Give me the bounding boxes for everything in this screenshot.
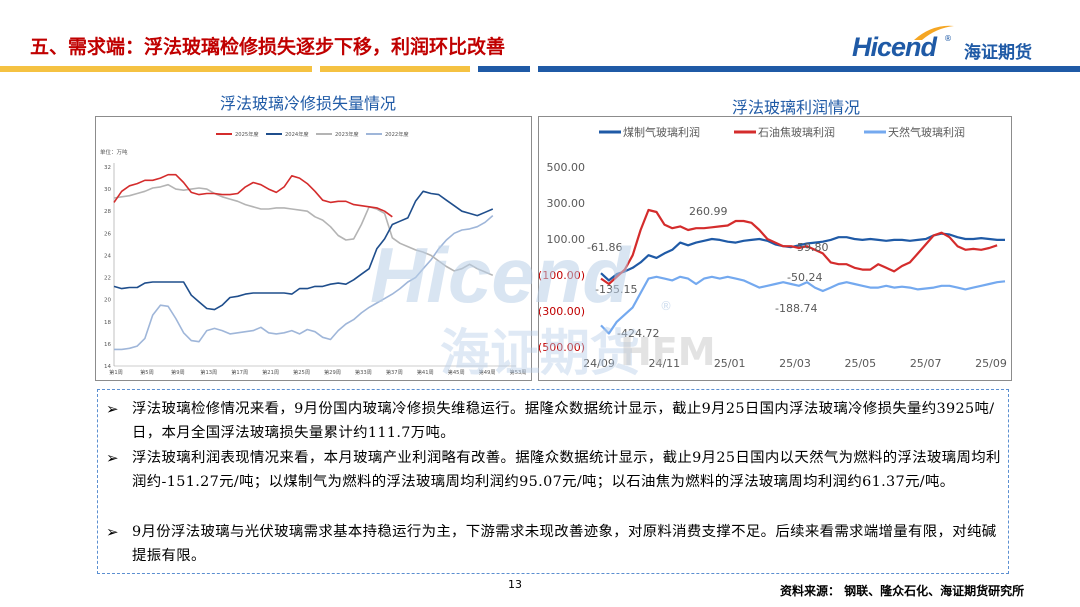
y-tick-label: (300.00) (539, 305, 585, 318)
bullet-marker-2: ➢ (106, 449, 119, 467)
legend-label: 2024年度 (285, 130, 309, 138)
bullet-marker-3: ➢ (106, 523, 119, 541)
x-tick-label: 第49周 (479, 368, 496, 376)
data-label: 260.99 (689, 205, 728, 218)
data-label: -61.86 (587, 241, 622, 254)
right-chart-panel: 500.00 300.00 100.00 (100.00) (300.00) (500.0… (538, 116, 1012, 381)
source-note: 资料来源： 钢联、隆众石化、海证期货研究所 (780, 584, 1025, 598)
data-label: -424.72 (617, 327, 659, 340)
x-tick-label: 第29周 (324, 368, 341, 376)
y-tick-label: (500.00) (539, 341, 585, 354)
series-line (600, 275, 1006, 335)
logo-text-cn: 海证期货 (964, 43, 1032, 63)
y-tick-label: 500.00 (547, 161, 586, 174)
x-tick-label: 第37周 (386, 368, 403, 376)
x-tick-label: 25/05 (844, 357, 876, 370)
y-tick-label: (100.00) (539, 269, 585, 282)
logo-registered-mark: ® (944, 34, 952, 43)
series-line (114, 214, 494, 351)
logo-text-en: Hicend (852, 32, 937, 62)
series-line (600, 208, 998, 286)
y-tick-label: 300.00 (547, 197, 586, 210)
data-label: -188.74 (775, 302, 817, 315)
x-tick-label: 第13周 (200, 368, 217, 376)
y-tick-label: 16 (104, 342, 111, 348)
unit-label: 单位：万吨 (100, 148, 128, 156)
data-label: -50.24 (787, 271, 822, 284)
cold-repair-loss-chart: 单位：万吨 14 16 18 20 22 24 26 28 30 32 第1周 第5周 第9周 第13周 第1… (100, 130, 527, 376)
y-tick-label: 26 (104, 231, 111, 237)
series-line (113, 173, 393, 218)
y-tick-label: 32 (104, 165, 111, 171)
summary-bullet-3: 9月份浮法玻璃与光伏玻璃需求基本持稳运行为主，下游需求未现改善迹象，对原料消费支… (132, 524, 997, 564)
y-tick-label: 28 (104, 209, 111, 215)
x-tick-label: 25/03 (779, 357, 811, 370)
y-tick-label: 30 (104, 187, 111, 193)
x-tick-label: 第41周 (417, 368, 434, 376)
summary-box: ➢ 浮法玻璃检修情况来看，9月份国内玻璃冷修损失维稳运行。据隆众数据统计显示，截… (97, 389, 1009, 574)
logo-swoosh-icon (914, 25, 954, 40)
x-tick-label: 第53周 (510, 368, 527, 376)
data-label: -135.15 (595, 283, 637, 296)
legend-label: 2022年度 (385, 130, 409, 138)
x-tick-label: 25/01 (714, 357, 746, 370)
x-tick-label: 第17周 (231, 368, 248, 376)
x-tick-label: 第9周 (171, 368, 185, 376)
legend-label: 2023年度 (335, 130, 359, 138)
bullet-marker-1: ➢ (106, 400, 119, 418)
series-line (113, 183, 494, 277)
legend-label: 石油焦玻璃利润 (758, 125, 835, 139)
page-number: 13 (508, 578, 522, 591)
x-tick-label: 第33周 (355, 368, 372, 376)
data-label: 59.80 (797, 241, 829, 254)
y-tick-label: 14 (104, 364, 111, 370)
y-tick-label: 22 (104, 276, 111, 282)
y-tick-label: 100.00 (547, 233, 586, 246)
y-tick-label: 20 (104, 298, 111, 304)
y-tick-label: 24 (104, 253, 111, 259)
right-chart-title: 浮法玻璃利润情况 (732, 98, 861, 117)
legend-label: 天然气玻璃利润 (888, 125, 965, 139)
series-line (113, 190, 494, 311)
x-tick-label: 24/11 (648, 357, 680, 370)
x-tick-label: 第25周 (293, 368, 310, 376)
x-tick-label: 第1周 (109, 368, 123, 376)
x-tick-label: 第21周 (262, 368, 279, 376)
summary-bullet-1: 浮法玻璃检修情况来看，9月份国内玻璃冷修损失维稳运行。据隆众数据统计显示，截止9… (132, 401, 995, 441)
legend-label: 2025年度 (235, 130, 259, 138)
left-chart-title: 浮法玻璃冷修损失量情况 (220, 94, 397, 113)
summary-bullet-2: 浮法玻璃利润表现情况来看，本月玻璃产业利润略有改善。据隆众数据统计显示，截止9月… (132, 450, 1001, 490)
legend-label: 煤制气玻璃利润 (623, 125, 700, 139)
x-tick-label: 25/07 (910, 357, 942, 370)
left-chart-panel: 单位：万吨 14 16 18 20 22 24 26 28 30 32 第1周 第5周 第9周 第13周 第1… (95, 116, 532, 381)
header-divider (0, 66, 1080, 72)
y-tick-label: 18 (104, 320, 111, 326)
page-title: 五、需求端：浮法玻璃检修损失逐步下移，利润环比改善 (30, 36, 506, 58)
x-tick-label: 第5周 (140, 368, 154, 376)
x-tick-label: 24/09 (583, 357, 615, 370)
glass-profit-chart: 500.00 300.00 100.00 (100.00) (300.00) (500.0… (538, 125, 1007, 370)
x-tick-label: 25/09 (975, 357, 1007, 370)
x-tick-label: 第45周 (448, 368, 465, 376)
